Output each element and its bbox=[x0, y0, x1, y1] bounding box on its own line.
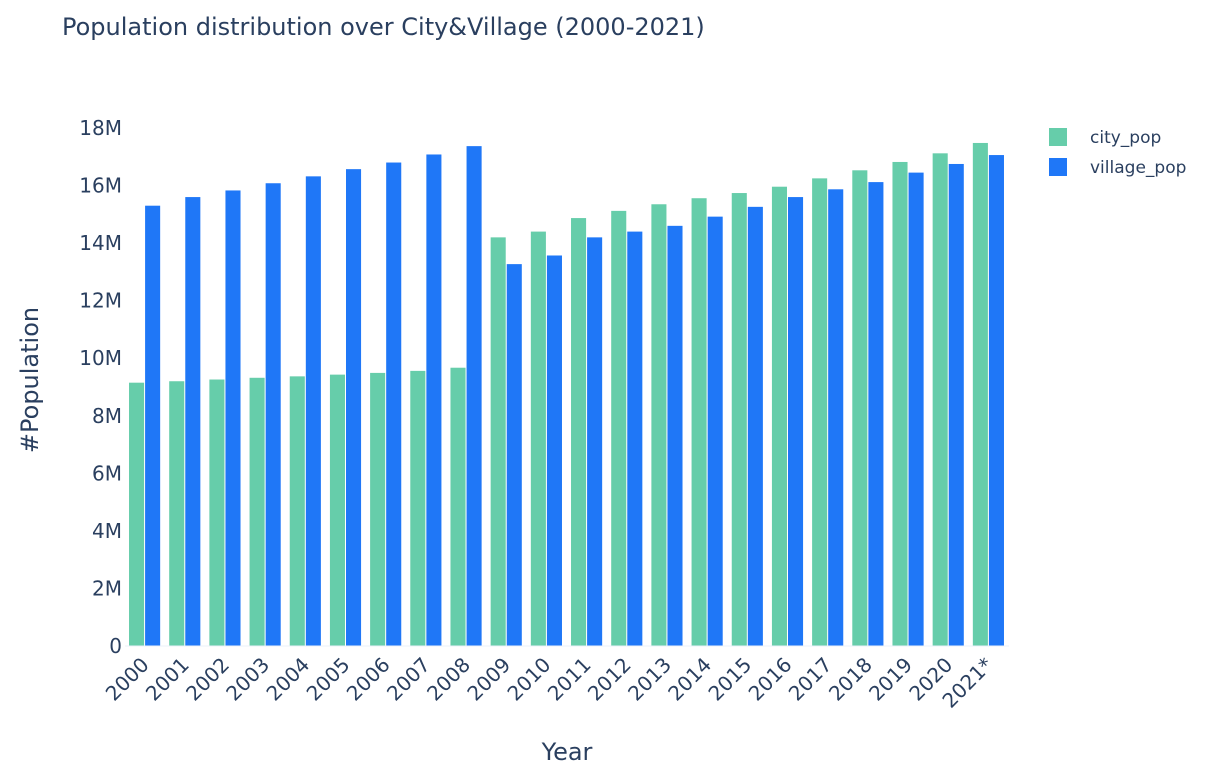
x-tick-label: 2005 bbox=[302, 653, 355, 706]
y-axis-title: #Population bbox=[16, 307, 44, 453]
bar-village_pop-2002[interactable] bbox=[225, 190, 241, 646]
bar-city_pop-2008[interactable] bbox=[450, 367, 466, 646]
bar-city_pop-2019[interactable] bbox=[892, 161, 908, 646]
bar-village_pop-2004[interactable] bbox=[305, 176, 321, 646]
bar-city_pop-2011[interactable] bbox=[571, 218, 587, 646]
y-axis: 0 2M 4M 6M 8M 10M 12M 14M 16M 18M bbox=[79, 116, 122, 658]
y-tick-label: 12M bbox=[79, 289, 122, 313]
bar-city_pop-2016[interactable] bbox=[771, 186, 787, 646]
x-tick-label: 2003 bbox=[221, 653, 274, 706]
x-tick-label: 2017 bbox=[784, 653, 837, 706]
bar-city_pop-2017[interactable] bbox=[812, 178, 828, 647]
bar-city_pop-2018[interactable] bbox=[852, 170, 868, 647]
bars bbox=[129, 142, 1004, 647]
x-tick-label: 2004 bbox=[261, 653, 314, 706]
x-tick-label: 2009 bbox=[462, 653, 515, 706]
bar-city_pop-2002[interactable] bbox=[209, 379, 225, 646]
bar-village_pop-2011[interactable] bbox=[587, 237, 603, 647]
bar-city_pop-2005[interactable] bbox=[329, 374, 345, 646]
bar-village_pop-2019[interactable] bbox=[908, 172, 924, 647]
y-tick-label: 16M bbox=[79, 174, 122, 198]
y-tick-label: 2M bbox=[92, 576, 122, 600]
y-tick-label: 0 bbox=[109, 634, 122, 658]
bar-city_pop-2013[interactable] bbox=[651, 204, 667, 646]
bar-village_pop-2001[interactable] bbox=[185, 197, 201, 646]
chart-title: Population distribution over City&Villag… bbox=[62, 13, 705, 41]
x-axis: 2000200120022003200420052006200720082009… bbox=[101, 653, 998, 713]
bar-village_pop-2013[interactable] bbox=[667, 225, 683, 646]
bar-city_pop-2009[interactable] bbox=[490, 237, 506, 647]
bar-village_pop-2020[interactable] bbox=[948, 163, 964, 646]
x-tick-label: 2013 bbox=[623, 653, 676, 706]
bar-city_pop-2020[interactable] bbox=[932, 153, 948, 646]
x-tick-label: 2014 bbox=[663, 653, 716, 706]
bar-city_pop-2003[interactable] bbox=[249, 377, 265, 646]
bar-village_pop-2016[interactable] bbox=[788, 197, 804, 646]
x-tick-label: 2011 bbox=[543, 653, 596, 706]
y-tick-label: 4M bbox=[92, 519, 122, 543]
x-tick-label: 2008 bbox=[422, 653, 475, 706]
bar-village_pop-2009[interactable] bbox=[506, 264, 522, 646]
bar-village_pop-2005[interactable] bbox=[346, 169, 362, 646]
y-tick-label: 6M bbox=[92, 461, 122, 485]
x-tick-label: 2016 bbox=[744, 653, 797, 706]
legend-swatch-village_pop[interactable] bbox=[1049, 158, 1067, 176]
bar-village_pop-2006[interactable] bbox=[386, 162, 402, 646]
bar-village_pop-2000[interactable] bbox=[145, 205, 161, 646]
bar-village_pop-2017[interactable] bbox=[828, 189, 844, 647]
bar-city_pop-2006[interactable] bbox=[370, 372, 386, 646]
bar-city_pop-2001[interactable] bbox=[169, 381, 185, 646]
x-tick-label: 2006 bbox=[342, 653, 395, 706]
bar-city_pop-2015[interactable] bbox=[731, 193, 747, 647]
bar-city_pop-2007[interactable] bbox=[410, 370, 426, 646]
bar-city_pop-2010[interactable] bbox=[530, 231, 546, 646]
bar-village_pop-2021*[interactable] bbox=[988, 155, 1004, 647]
legend-swatch-city_pop[interactable] bbox=[1049, 128, 1067, 146]
y-tick-label: 18M bbox=[79, 116, 122, 140]
bar-city_pop-2012[interactable] bbox=[611, 210, 627, 646]
x-axis-title: Year bbox=[541, 738, 593, 766]
bar-village_pop-2008[interactable] bbox=[466, 146, 482, 646]
x-tick-label: 2015 bbox=[703, 653, 756, 706]
y-tick-label: 14M bbox=[79, 231, 122, 255]
bar-city_pop-2014[interactable] bbox=[691, 198, 707, 646]
y-tick-label: 10M bbox=[79, 346, 122, 370]
legend: city_pop village_pop bbox=[1049, 128, 1186, 178]
bar-village_pop-2003[interactable] bbox=[265, 183, 281, 646]
bar-village_pop-2010[interactable] bbox=[546, 255, 562, 647]
x-tick-label: 2007 bbox=[382, 653, 435, 706]
bar-village_pop-2014[interactable] bbox=[707, 216, 723, 646]
x-tick-label: 2019 bbox=[864, 653, 917, 706]
legend-label-city_pop[interactable]: city_pop bbox=[1090, 128, 1161, 148]
bar-village_pop-2007[interactable] bbox=[426, 154, 442, 647]
x-tick-label: 2010 bbox=[502, 653, 555, 706]
bar-city_pop-2021*[interactable] bbox=[972, 142, 988, 646]
x-tick-label: 2000 bbox=[101, 653, 154, 706]
bar-village_pop-2015[interactable] bbox=[747, 206, 763, 646]
bar-village_pop-2012[interactable] bbox=[627, 231, 643, 646]
x-tick-label: 2001 bbox=[141, 653, 194, 706]
x-tick-label: 2002 bbox=[181, 653, 234, 706]
bar-city_pop-2000[interactable] bbox=[129, 382, 145, 646]
x-tick-label: 2018 bbox=[824, 653, 877, 706]
bar-city_pop-2004[interactable] bbox=[289, 376, 305, 646]
x-tick-label: 2012 bbox=[583, 653, 636, 706]
y-tick-label: 8M bbox=[92, 404, 122, 428]
bar-village_pop-2018[interactable] bbox=[868, 182, 884, 646]
legend-label-village_pop[interactable]: village_pop bbox=[1090, 158, 1186, 178]
